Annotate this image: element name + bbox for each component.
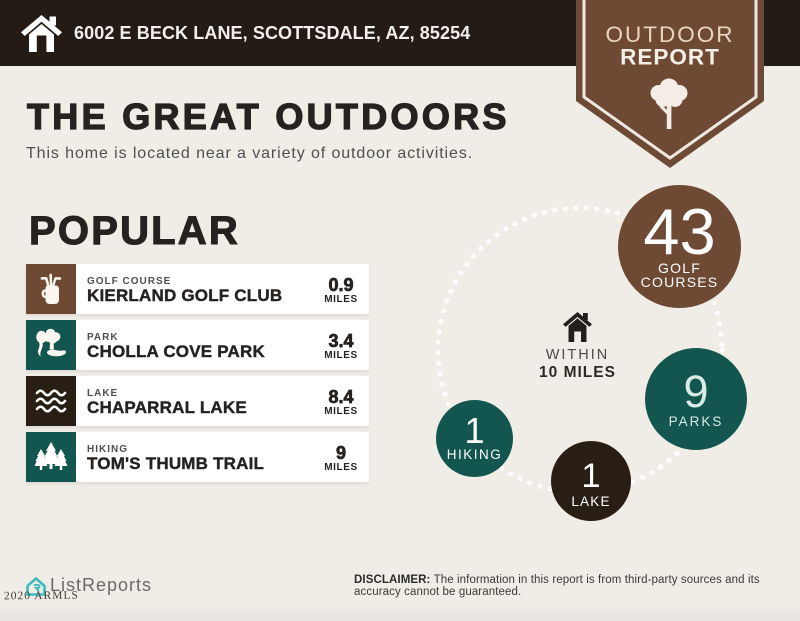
svg-text:OUTDOOR: OUTDOOR (606, 22, 735, 47)
svg-text:REPORT: REPORT (620, 45, 720, 70)
